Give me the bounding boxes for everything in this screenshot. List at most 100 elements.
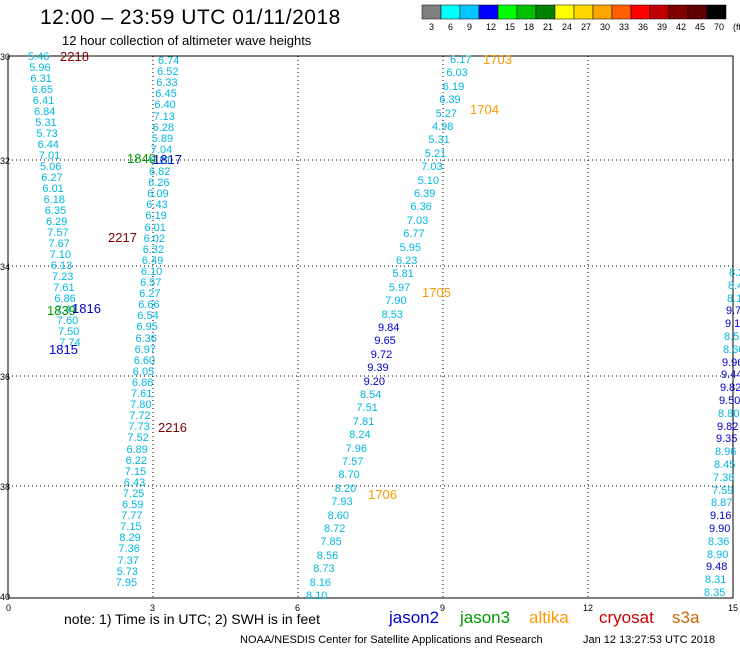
swh-value: 6.39: [414, 188, 436, 200]
swh-value: 7.57: [342, 456, 364, 468]
swh-value: 8.90: [707, 548, 729, 561]
color-scale-label: 33: [619, 22, 630, 32]
swh-value: 8.31: [705, 574, 727, 587]
swh-value: 6.18: [43, 194, 66, 206]
swh-value: 6.59: [122, 499, 144, 511]
swh-value: 9.35: [716, 433, 738, 446]
color-scale-label: 12: [486, 22, 497, 32]
swh-value: 6.77: [403, 228, 425, 241]
swh-value: 8.10: [306, 590, 328, 602]
swh-value: 6.89: [126, 443, 148, 456]
swh-value: 8.35: [704, 587, 726, 599]
legend-s3a: s3a: [672, 608, 700, 627]
swh-value: 6.86: [54, 293, 76, 305]
color-scale-label: (ft): [733, 22, 740, 32]
color-scale-label: 21: [543, 22, 554, 32]
swh-value: 7.96: [345, 442, 368, 455]
swh-value: 9.44: [721, 369, 740, 382]
swh-value: 8.45: [714, 459, 736, 471]
swh-value: 7.03: [421, 161, 443, 174]
swh-value: 5.31: [35, 117, 57, 129]
pass-label: 1705: [422, 285, 451, 300]
x-tick-label: 0: [6, 603, 12, 613]
swh-value: 6.45: [155, 88, 177, 101]
swh-value: 6.36: [410, 201, 432, 214]
swh-value: 9.82: [717, 420, 739, 433]
swh-value: 6.36: [135, 332, 157, 345]
swh-value: 8.29: [119, 532, 141, 545]
swh-value: 7.72: [129, 410, 151, 423]
swh-value: 6.60: [133, 354, 156, 367]
x-tick-label: 15: [728, 603, 739, 613]
swh-value: 7.81: [352, 415, 375, 428]
swh-value: 6.43: [146, 199, 168, 212]
swh-value: 6.22: [125, 454, 148, 467]
swh-value: 9.50: [719, 395, 740, 407]
swh-value: 6.33: [156, 77, 178, 90]
swh-value: 7.77: [121, 510, 143, 523]
swh-value: 6.65: [31, 84, 54, 96]
swh-value: 8.16: [309, 576, 332, 589]
swh-value: 7.01: [38, 150, 61, 162]
color-scale-label: 36: [638, 22, 649, 32]
legend-altika: altika: [529, 608, 569, 627]
swh-value: 8.72: [324, 523, 346, 535]
x-tick-label: 3: [150, 603, 156, 613]
swh-value: 6.31: [30, 73, 52, 85]
swh-value: 6.54: [137, 310, 159, 323]
swh-value: 7.50: [58, 326, 80, 338]
swh-value: 7.10: [49, 249, 72, 261]
pass-label: 1840: [127, 151, 156, 166]
plot-frame: [7, 55, 734, 599]
color-scale-label: 39: [657, 22, 668, 32]
swh-value: 5.89: [151, 132, 174, 145]
swh-value: 6.19: [442, 80, 465, 93]
swh-value: 7.85: [320, 536, 342, 549]
swh-value: 7.23: [52, 271, 74, 283]
swh-value: 9.16: [710, 510, 732, 523]
swh-value: 8.60: [327, 509, 350, 522]
swh-value: 5.95: [399, 241, 422, 254]
swh-value: 6.23: [396, 255, 418, 267]
swh-value: 7.25: [122, 487, 145, 500]
swh-value: 6.01: [42, 183, 64, 195]
swh-value: 7.61: [53, 282, 75, 294]
page-subtitle: 12 hour collection of altimeter wave hei…: [62, 33, 312, 48]
swh-value: 9.82: [720, 382, 740, 395]
swh-value: 5.31: [428, 134, 450, 147]
footer-note: note: 1) Time is in UTC; 2) SWH is in fe…: [64, 611, 320, 627]
swh-value: 8.55: [724, 331, 740, 343]
pass-label: 1817: [153, 152, 182, 167]
x-tick-label: 12: [583, 603, 594, 613]
legend-jason2: jason2: [389, 608, 440, 627]
color-scale-label: 18: [524, 22, 535, 32]
swh-value: 8.2: [729, 267, 740, 279]
swh-value: 8.80: [718, 407, 740, 420]
swh-value: 8.73: [313, 563, 335, 576]
swh-value: 7.95: [115, 576, 138, 589]
swh-value: 9.39: [367, 362, 389, 375]
swh-value: 7.38: [713, 471, 735, 484]
swh-value: 8.20: [334, 482, 357, 495]
page-title: 12:00 – 23:59 UTC 01/11/2018: [40, 6, 341, 29]
swh-value: 7.15: [120, 521, 142, 534]
swh-value: 7.13: [153, 110, 175, 123]
swh-value: 6.03: [446, 67, 468, 80]
color-scale-label: 27: [581, 22, 592, 32]
pass-label: 1704: [470, 102, 499, 117]
swh-value: 7.57: [47, 227, 69, 239]
swh-value: 6.44: [37, 139, 60, 151]
swh-value: 9.90: [709, 523, 731, 535]
swh-value: 8.56: [316, 549, 339, 562]
swh-value: 5.06: [40, 161, 62, 173]
swh-value: 7.47: [55, 304, 78, 316]
swh-value: 4.98: [432, 121, 454, 133]
swh-value: 7.36: [118, 543, 140, 556]
color-scale-label: 45: [695, 22, 706, 32]
swh-value: 6.57: [140, 277, 162, 289]
footer-timestamp: Jan 12 13:27:53 UTC 2018: [583, 634, 716, 646]
x-tick-label: 6: [295, 603, 301, 613]
swh-value: 5.81: [392, 268, 414, 281]
swh-value: 6.09: [147, 188, 169, 201]
